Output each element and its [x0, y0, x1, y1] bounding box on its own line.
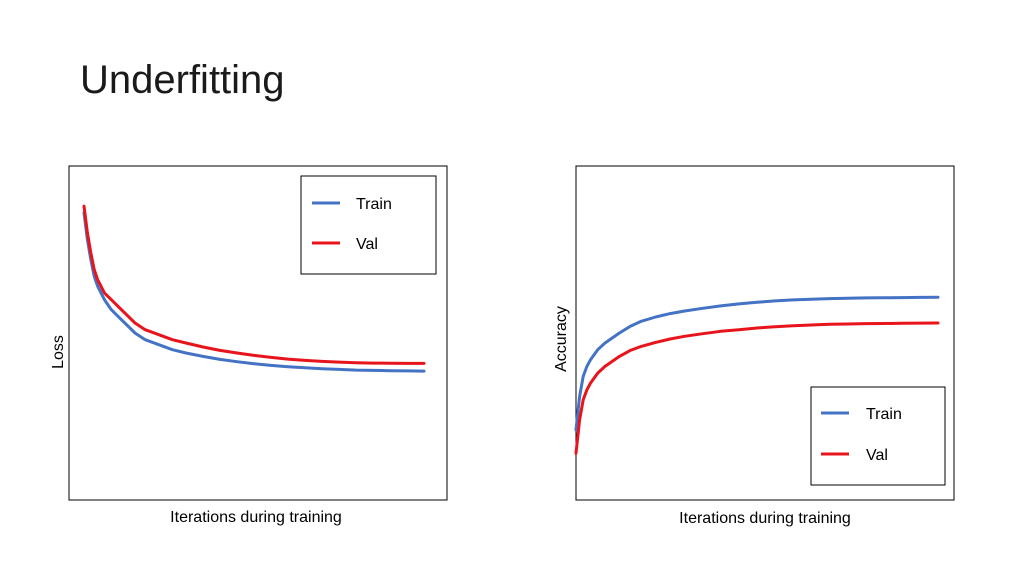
loss-y-axis-label: Loss [50, 335, 67, 369]
loss-plot-frame [68, 165, 448, 501]
accuracy-legend: Train Val [810, 386, 946, 486]
slide-title: Underfitting [80, 58, 285, 102]
accuracy-y-axis-label: Accuracy [553, 306, 570, 372]
loss-x-axis-label: Iterations during training [170, 509, 342, 526]
loss-legend-val-label: Val [356, 236, 378, 253]
accuracy-x-axis-label: Iterations during training [679, 510, 851, 527]
accuracy-legend-box [810, 386, 946, 486]
accuracy-legend-train-label: Train [866, 406, 902, 423]
loss-chart: Iterations during training Loss Train Va… [50, 165, 448, 526]
loss-val-series-line [82, 204, 426, 365]
loss-legend: Train Val [300, 175, 437, 275]
accuracy-plot-frame [575, 165, 955, 501]
accuracy-val-series-line [574, 321, 940, 455]
loss-series-group [82, 204, 426, 373]
accuracy-series-group [574, 295, 940, 455]
accuracy-chart: Iterations during training Accuracy Trai… [553, 165, 955, 527]
loss-legend-train-label: Train [356, 196, 392, 213]
loss-legend-box [300, 175, 437, 275]
accuracy-train-series-line [574, 295, 940, 432]
accuracy-legend-val-label: Val [866, 447, 888, 464]
loss-train-series-line [82, 211, 426, 373]
